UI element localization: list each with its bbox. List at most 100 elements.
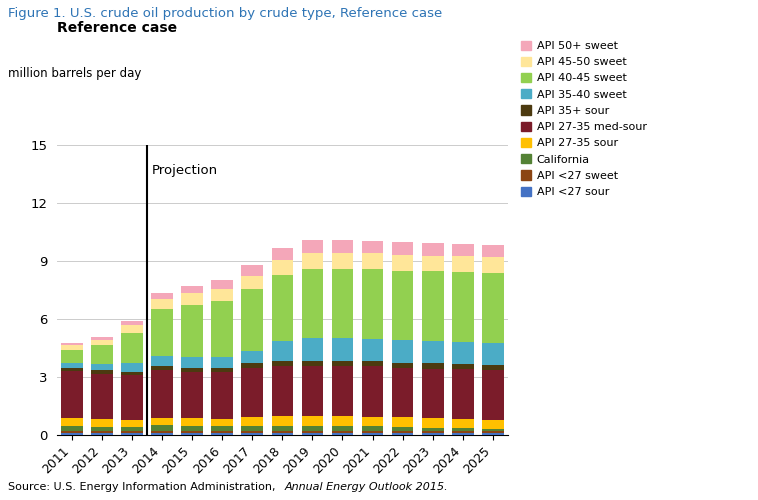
Text: Reference case: Reference case <box>57 21 177 35</box>
Bar <box>332 253 353 268</box>
Bar <box>362 416 384 426</box>
Bar <box>211 280 233 289</box>
Bar <box>332 268 353 338</box>
Bar <box>152 426 173 431</box>
Bar <box>271 366 293 416</box>
Bar <box>61 343 83 344</box>
Bar <box>61 350 83 362</box>
Bar <box>61 431 83 433</box>
Bar <box>482 370 503 420</box>
Bar <box>181 368 203 372</box>
Bar <box>362 431 384 433</box>
Bar <box>302 240 323 253</box>
Bar <box>271 260 293 275</box>
Bar <box>242 426 263 431</box>
Bar <box>61 371 83 418</box>
Bar <box>91 420 113 426</box>
Bar <box>302 366 323 416</box>
Bar <box>392 427 413 431</box>
Bar <box>482 420 503 429</box>
Bar <box>121 427 143 431</box>
Bar <box>452 272 474 342</box>
Bar <box>302 416 323 426</box>
Bar <box>211 431 233 433</box>
Bar <box>121 375 143 420</box>
Bar <box>181 431 203 433</box>
Bar <box>61 418 83 426</box>
Bar <box>302 426 323 431</box>
Bar <box>271 341 293 361</box>
Bar <box>332 431 353 433</box>
Bar <box>181 426 203 431</box>
Bar <box>121 433 143 435</box>
Bar <box>152 300 173 309</box>
Bar <box>422 243 443 256</box>
Bar <box>362 426 384 431</box>
Bar <box>392 433 413 435</box>
Bar <box>362 361 384 366</box>
Bar <box>91 338 113 340</box>
Bar <box>242 266 263 276</box>
Text: Annual Energy Outlook 2015.: Annual Energy Outlook 2015. <box>284 482 448 492</box>
Bar <box>362 433 384 435</box>
Bar <box>482 429 503 431</box>
Bar <box>152 431 173 433</box>
Bar <box>302 338 323 360</box>
Bar <box>61 344 83 350</box>
Bar <box>392 431 413 433</box>
Bar <box>211 433 233 435</box>
Bar <box>332 240 353 253</box>
Bar <box>271 431 293 433</box>
Bar <box>181 418 203 426</box>
Bar <box>482 273 503 342</box>
Bar <box>362 240 384 254</box>
Bar <box>211 372 233 418</box>
Bar <box>121 420 143 427</box>
Bar <box>61 362 83 368</box>
Bar <box>302 431 323 433</box>
Bar <box>271 433 293 435</box>
Bar <box>422 433 443 435</box>
Bar <box>181 294 203 304</box>
Bar <box>392 368 413 417</box>
Bar <box>271 275 293 341</box>
Bar <box>211 300 233 356</box>
Bar <box>332 360 353 366</box>
Bar <box>422 418 443 428</box>
Bar <box>452 256 474 272</box>
Bar <box>181 357 203 368</box>
Bar <box>332 338 353 360</box>
Bar <box>362 269 384 338</box>
Bar <box>271 416 293 426</box>
Bar <box>61 368 83 371</box>
Bar <box>271 361 293 366</box>
Bar <box>152 370 173 418</box>
Bar <box>242 433 263 435</box>
Bar <box>482 431 503 433</box>
Bar <box>152 366 173 370</box>
Bar <box>242 289 263 351</box>
Text: Figure 1. U.S. crude oil production by crude type, Reference case: Figure 1. U.S. crude oil production by c… <box>8 8 442 20</box>
Bar <box>211 368 233 372</box>
Bar <box>242 351 263 364</box>
Bar <box>452 364 474 370</box>
Bar <box>242 417 263 426</box>
Legend: API 50+ sweet, API 45-50 sweet, API 40-45 sweet, API 35-40 sweet, API 35+ sour, : API 50+ sweet, API 45-50 sweet, API 40-4… <box>521 40 647 197</box>
Bar <box>242 431 263 433</box>
Bar <box>181 286 203 294</box>
Bar <box>242 368 263 417</box>
Bar <box>242 364 263 368</box>
Bar <box>152 294 173 300</box>
Bar <box>211 418 233 426</box>
Bar <box>211 289 233 300</box>
Bar <box>242 276 263 289</box>
Bar <box>152 418 173 426</box>
Bar <box>482 244 503 257</box>
Bar <box>392 362 413 368</box>
Bar <box>452 433 474 435</box>
Bar <box>61 426 83 431</box>
Bar <box>121 372 143 375</box>
Bar <box>91 346 113 364</box>
Bar <box>392 255 413 270</box>
Bar <box>452 370 474 419</box>
